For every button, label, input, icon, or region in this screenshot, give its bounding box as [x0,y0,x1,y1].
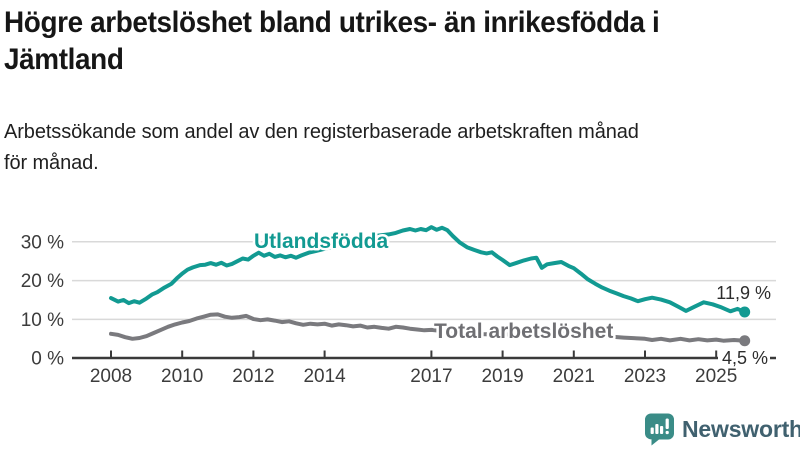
end-value-total-backing [718,350,770,366]
title-line-1: Högre arbetslöshet bland utrikes- än inr… [4,6,660,39]
series-line [109,225,747,314]
y-tick-label: 0 % [31,349,64,370]
series-end-dot [739,306,751,318]
x-tick-label: 2014 [303,366,346,387]
series-lines [109,225,747,343]
subtitle-line-2: för månad. [4,152,99,174]
end-value-total-arbetsloshet: 4,5 % [722,348,768,368]
x-tick-label: 2010 [161,366,203,387]
x-axis: 2008 2010 2012 2014 2017 2019 2021 2023 2025 [72,350,776,387]
series-label-total-arbetsloshet: Total arbetslöshet [434,320,613,343]
x-tick-label: 2008 [90,366,132,387]
series-line [109,312,747,343]
y-tick-label: 30 % [21,232,64,253]
title-line-2: Jämtland [4,43,124,76]
x-tick-label: 2019 [481,366,523,387]
series-end-dot [739,335,751,347]
bar-chart-glyph [650,418,669,435]
page-title: Högre arbetslöshet bland utrikes- än inr… [4,4,660,78]
x-tick-label: 2025 [695,366,737,387]
subtitle-line-1: Arbetssökande som andel av den registerb… [4,121,639,143]
newsworthy-wordmark: Newsworthy [682,416,800,442]
x-tick-label: 2017 [410,366,452,387]
x-tick-label: 2021 [553,366,595,387]
x-tick-label: 2023 [624,366,666,387]
newsworthy-bubble-chart-icon [645,413,674,446]
y-tick-label: 10 % [21,310,64,331]
y-tick-label: 20 % [21,271,64,292]
series-label-utlandsfodda: Utlandsfödda [254,230,388,253]
end-value-utlandsfodda: 11,9 % [716,283,771,303]
chart-subtitle: Arbetssökande som andel av den registerb… [4,117,639,179]
x-tick-label: 2012 [232,366,274,387]
newsworthy-logo[interactable]: Newsworthy [644,413,800,446]
series-end-dots [739,306,751,347]
